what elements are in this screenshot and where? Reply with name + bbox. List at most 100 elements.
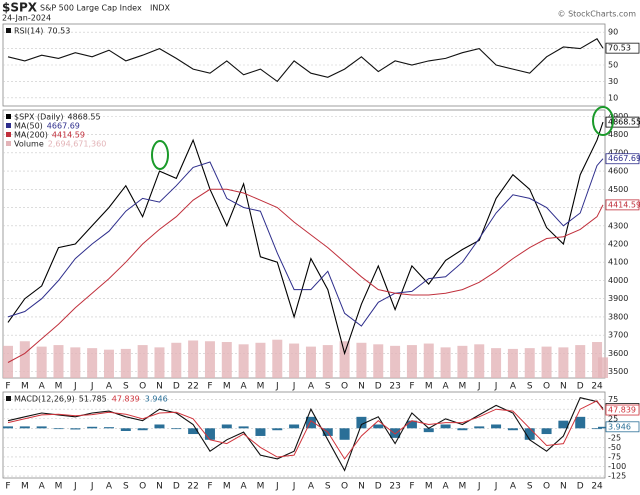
volume-bar [440, 347, 451, 378]
y-tick-label: 25 [608, 414, 618, 423]
x-tick-label: J [90, 482, 94, 492]
x-tick-label: N [560, 482, 567, 492]
date: 24-Jan-2024 [2, 14, 51, 23]
histogram-bar [305, 416, 316, 429]
x-tick-label: 23 [389, 382, 400, 392]
histogram-bar [474, 426, 485, 429]
volume-bar [221, 342, 232, 378]
histogram-bar [558, 420, 569, 429]
x-tick-label: N [358, 482, 365, 492]
x-tick-label: O [543, 482, 550, 492]
volume-bar [373, 344, 384, 378]
histogram-bar [36, 426, 47, 429]
series-line [7, 158, 604, 327]
value-box [605, 421, 640, 433]
legend-swatch [6, 123, 11, 128]
volume-bar [356, 342, 367, 378]
value-box-label: 4868.55 [608, 118, 640, 127]
volume-bar [390, 345, 401, 378]
series-line [7, 397, 604, 472]
histogram-bar [53, 428, 64, 430]
x-tick-label: A [39, 482, 46, 492]
volume-bar [154, 347, 165, 378]
histogram-bar [541, 428, 552, 435]
y-tick-label: 3900 [608, 294, 628, 303]
x-tick-label: J [90, 382, 94, 392]
y-tick-label: 4000 [608, 276, 628, 285]
value-box [605, 199, 640, 211]
x-tick-label: S [325, 382, 331, 392]
volume-bar [339, 341, 350, 378]
value-box [605, 116, 640, 128]
histogram-bar [120, 428, 131, 431]
x-tick-label: J [73, 382, 77, 392]
x-tick-label: N [156, 382, 163, 392]
x-tick-label: 22 [187, 382, 198, 392]
legend-value: 70.53 [47, 27, 70, 36]
y-tick-label: -125 [608, 472, 626, 481]
value-box-label: 4667.69 [608, 154, 640, 163]
volume-bar [474, 344, 485, 378]
x-tick-label: A [442, 382, 449, 392]
y-tick-label: -75 [608, 452, 621, 461]
x-tick-label: O [341, 382, 348, 392]
y-tick-label: -100 [608, 462, 626, 471]
value-box [605, 404, 640, 416]
x-tick-label: S [325, 482, 331, 492]
histogram-bar [171, 428, 182, 430]
x-tick-label: S [527, 482, 533, 492]
volume-bar [558, 347, 569, 378]
histogram-bar [457, 428, 468, 431]
histogram-bar [103, 427, 114, 429]
value-box-label: 4414.59 [608, 200, 640, 209]
plots: 103050709070.53RSI(14)70.533500360037003… [2, 23, 640, 492]
legend-swatch [6, 132, 11, 137]
histogram-bar [423, 428, 434, 433]
x-tick-label: A [241, 382, 248, 392]
volume-bar [188, 340, 199, 378]
histogram-bar [87, 426, 98, 429]
x-tick-label: D [375, 382, 382, 392]
highlight-circle [151, 140, 169, 170]
x-tick-label: A [241, 482, 248, 492]
volume-bar [87, 348, 98, 378]
y-tick-label: 4800 [608, 130, 628, 139]
subtitle: S&P 500 Large Cap Index [40, 4, 142, 13]
legend-swatch [6, 396, 11, 401]
x-tick-label: M [459, 482, 467, 492]
series-line [7, 400, 604, 460]
x-tick-label: N [560, 382, 567, 392]
x-tick-label: F [409, 482, 414, 492]
volume-bar [598, 357, 608, 378]
x-tick-label: O [543, 382, 550, 392]
histogram-bar [491, 424, 502, 429]
legend-label: RSI(14) [14, 27, 43, 36]
x-tick-label: J [275, 382, 279, 392]
x-tick-label: F [207, 382, 212, 392]
volume-bar [322, 345, 333, 378]
x-tick-label: F [5, 382, 10, 392]
histogram-bar [154, 424, 165, 429]
x-tick-label: 23 [389, 482, 400, 492]
x-tick-label: N [156, 482, 163, 492]
x-tick-label: M [55, 482, 63, 492]
x-tick-label: D [375, 482, 382, 492]
volume-bar [592, 342, 603, 378]
histogram-bar [592, 428, 603, 430]
volume-bar [406, 345, 417, 378]
x-tick-label: M [425, 482, 433, 492]
volume-bar [423, 343, 434, 378]
y-tick-label: 4200 [608, 240, 628, 249]
y-tick-label: 3700 [608, 331, 628, 340]
histogram-bar [70, 428, 81, 430]
x-tick-label: A [510, 382, 517, 392]
x-tick-label: S [527, 382, 533, 392]
legend-swatch [6, 114, 11, 119]
legend-value: 47.839 [112, 395, 140, 404]
x-tick-label: A [510, 482, 517, 492]
volume-bar [272, 339, 283, 378]
x-tick-label: M [21, 482, 29, 492]
x-tick-label: M [257, 482, 265, 492]
histogram-bar [598, 426, 608, 429]
legend-label: MA(200) [14, 131, 48, 140]
